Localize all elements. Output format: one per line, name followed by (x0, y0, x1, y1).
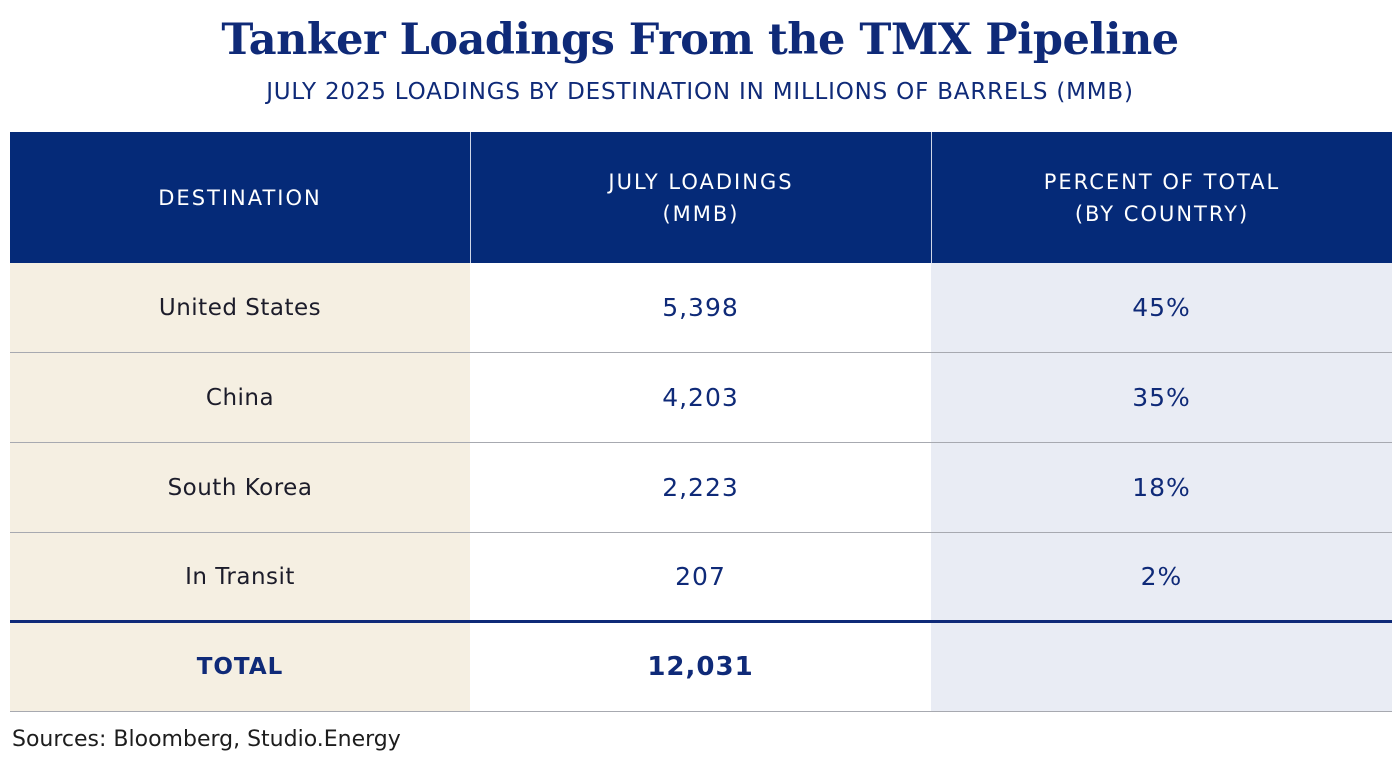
percent-cell: 45% (931, 263, 1392, 352)
loadings-cell: 4,203 (470, 353, 931, 442)
chart-subtitle: JULY 2025 LOADINGS BY DESTINATION IN MIL… (266, 79, 1134, 105)
loadings-cell: 5,398 (470, 263, 931, 352)
table-header-row: DESTINATION JULY LOADINGS (MMB) PERCENT … (10, 132, 1392, 263)
loadings-table: DESTINATION JULY LOADINGS (MMB) PERCENT … (10, 132, 1392, 712)
header-destination: DESTINATION (158, 185, 322, 210)
destination-cell: United States (10, 263, 470, 352)
total-label: TOTAL (10, 623, 470, 711)
header-july-loadings: JULY LOADINGS (MMB) (470, 132, 931, 263)
chart-title: Tanker Loadings From the TMX Pipeline (221, 15, 1179, 65)
percent-cell: 2% (931, 533, 1392, 620)
destination-cell: In Transit (10, 533, 470, 620)
total-row: TOTAL 12,031 (10, 623, 1392, 712)
percent-cell: 35% (931, 353, 1392, 442)
header-percent-of-total: PERCENT OF TOTAL (BY COUNTRY) (931, 132, 1392, 263)
table-row: China 4,203 35% (10, 353, 1392, 443)
destination-cell: South Korea (10, 443, 470, 532)
loadings-cell: 2,223 (470, 443, 931, 532)
table-row: South Korea 2,223 18% (10, 443, 1392, 533)
loadings-cell: 207 (470, 533, 931, 620)
source-note: Sources: Bloomberg, Studio.Energy (12, 727, 401, 752)
table-row: United States 5,398 45% (10, 263, 1392, 353)
table-row: In Transit 207 2% (10, 533, 1392, 623)
destination-cell: China (10, 353, 470, 442)
total-percent (931, 623, 1392, 711)
total-loadings: 12,031 (470, 623, 931, 711)
percent-cell: 18% (931, 443, 1392, 532)
